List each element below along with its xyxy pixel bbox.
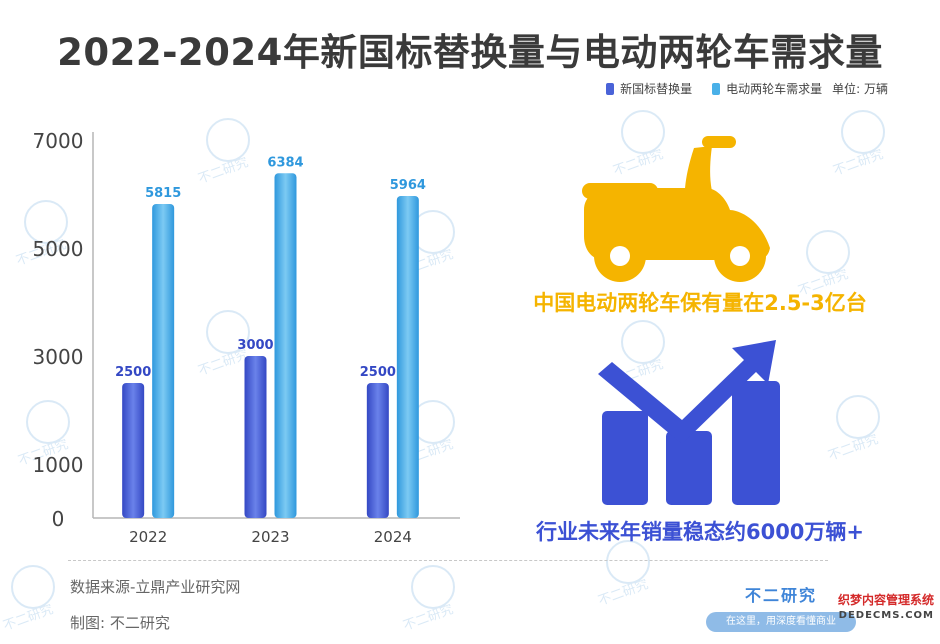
brand-logo: 不二研究 在这里，用深度看懂商业 bbox=[706, 582, 856, 632]
legend-label-a: 新国标替换量 bbox=[620, 82, 693, 96]
legend-label-b: 电动两轮车需求量 bbox=[726, 82, 823, 96]
watermark-logo: 不二研究 bbox=[401, 565, 475, 635]
chart-maker: 制图: 不二研究 bbox=[70, 614, 170, 632]
data-label: 5964 bbox=[390, 178, 426, 193]
x-tick-label: 2024 bbox=[374, 528, 412, 546]
watermark-logo: 不二研究 bbox=[1, 565, 75, 635]
data-label: 3000 bbox=[237, 338, 273, 353]
chart-title: 2022-2024年新国标替换量与电动两轮车需求量 bbox=[57, 31, 883, 74]
watermark-logo: 不二研究 bbox=[196, 310, 270, 380]
unit-label: 单位: 万辆 bbox=[832, 82, 888, 96]
y-tick-label: 5000 bbox=[33, 237, 84, 261]
watermark-logo: 不二研究 bbox=[596, 540, 670, 610]
bar-demand bbox=[396, 195, 419, 518]
watermark-logo: 不二研究 bbox=[611, 110, 685, 180]
legend-item-b: 电动两轮车需求量 bbox=[712, 80, 822, 97]
bar-demand bbox=[274, 173, 297, 518]
watermark-logo: 不二研究 bbox=[796, 230, 870, 300]
y-tick-label: 1000 bbox=[33, 453, 84, 477]
legend-swatch-a bbox=[606, 82, 615, 95]
data-label: 2500 bbox=[360, 365, 396, 380]
watermark-logo: 不二研究 bbox=[16, 400, 90, 470]
y-tick-label: 7000 bbox=[33, 129, 84, 153]
watermark-logo: 不二研究 bbox=[611, 320, 685, 390]
y-tick-label: 3000 bbox=[33, 345, 84, 369]
x-tick-label: 2023 bbox=[251, 528, 289, 546]
bar-demand bbox=[152, 203, 175, 518]
caption-sales: 行业未来年销量稳态约6000万辆+ bbox=[535, 520, 865, 544]
watermark-logo: 不二研究 bbox=[831, 110, 905, 180]
bar-replacement bbox=[244, 356, 267, 518]
data-label: 2500 bbox=[115, 365, 151, 380]
watermark-logo: 不二研究 bbox=[196, 118, 270, 188]
watermark-logo: 不二研究 bbox=[826, 395, 900, 465]
corner-watermark: 织梦内容管理系统 DEDECMS.COM bbox=[837, 593, 934, 621]
bar-chart: 0 1000 3000 5000 7000 2500 5815 2022 3000 6384 202… bbox=[33, 129, 460, 546]
x-tick-label: 2022 bbox=[129, 528, 167, 546]
growth-bars-arrow-icon bbox=[598, 340, 780, 505]
bar-replacement bbox=[366, 383, 389, 518]
caption-ownership: 中国电动两轮车保有量在2.5-3亿台 bbox=[533, 291, 867, 315]
brand-slogan: 在这里，用深度看懂商业 bbox=[706, 612, 856, 632]
data-label: 5815 bbox=[145, 186, 181, 201]
legend-item-a: 新国标替换量 bbox=[606, 80, 692, 97]
data-label: 6384 bbox=[267, 155, 303, 170]
legend-swatch-b bbox=[712, 82, 721, 95]
brand-name: 不二研究 bbox=[744, 586, 817, 605]
divider bbox=[68, 560, 828, 561]
y-tick-label: 0 bbox=[52, 507, 65, 531]
watermark-logo: 不二研究 bbox=[14, 200, 88, 270]
bar-replacement bbox=[122, 383, 145, 518]
data-source: 数据来源-立鼎产业研究网 bbox=[70, 578, 241, 596]
scooter-icon bbox=[582, 136, 770, 282]
legend: 新国标替换量 电动两轮车需求量 单位: 万辆 bbox=[606, 80, 888, 97]
